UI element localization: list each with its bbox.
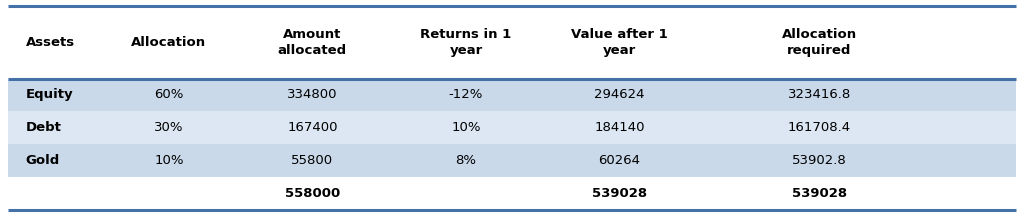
Text: 10%: 10% (155, 154, 183, 167)
Bar (8, 79, 1016, 111)
Text: 8%: 8% (456, 154, 476, 167)
Bar (8, 177, 1016, 210)
Text: 294624: 294624 (594, 88, 645, 102)
Text: -12%: -12% (449, 88, 483, 102)
Text: Gold: Gold (26, 154, 59, 167)
Text: 184140: 184140 (594, 121, 645, 134)
Text: 53902.8: 53902.8 (792, 154, 847, 167)
Text: 60%: 60% (155, 88, 183, 102)
Text: 60264: 60264 (598, 154, 641, 167)
Text: Amount
allocated: Amount allocated (278, 28, 347, 57)
Text: 558000: 558000 (285, 187, 340, 200)
Text: Debt: Debt (26, 121, 61, 134)
Text: 539028: 539028 (592, 187, 647, 200)
Bar (8, 144, 1016, 177)
Text: Equity: Equity (26, 88, 74, 102)
Text: Allocation: Allocation (131, 36, 207, 49)
Text: 10%: 10% (452, 121, 480, 134)
Text: 539028: 539028 (792, 187, 847, 200)
Text: Returns in 1
year: Returns in 1 year (420, 28, 512, 57)
Text: 334800: 334800 (287, 88, 338, 102)
Bar (8, 111, 1016, 144)
Text: 30%: 30% (155, 121, 183, 134)
Text: 161708.4: 161708.4 (787, 121, 851, 134)
Text: 167400: 167400 (287, 121, 338, 134)
Text: 55800: 55800 (291, 154, 334, 167)
Text: 323416.8: 323416.8 (787, 88, 851, 102)
Text: Value after 1
year: Value after 1 year (571, 28, 668, 57)
Text: Allocation
required: Allocation required (781, 28, 857, 57)
Text: Assets: Assets (26, 36, 75, 49)
